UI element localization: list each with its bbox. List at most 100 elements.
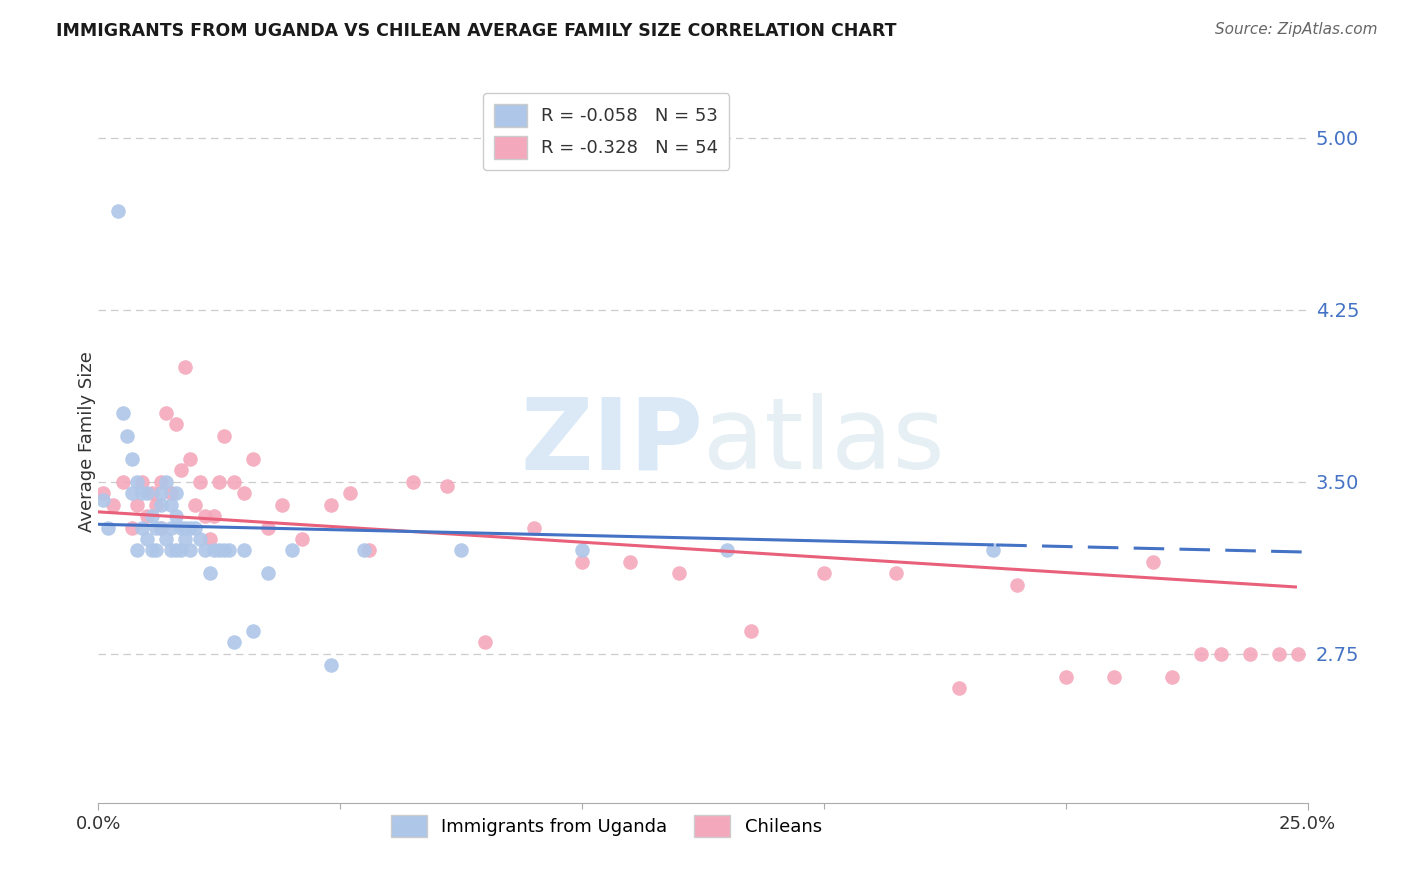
Point xyxy=(169,463,191,477)
Point xyxy=(165,509,187,524)
Point xyxy=(523,520,546,534)
Point xyxy=(101,498,124,512)
Point xyxy=(165,543,187,558)
Point xyxy=(619,555,641,569)
Point xyxy=(716,543,738,558)
Point xyxy=(150,475,173,489)
Point xyxy=(571,543,593,558)
Point xyxy=(281,543,304,558)
Point xyxy=(141,486,163,500)
Point xyxy=(232,543,254,558)
Point xyxy=(91,486,114,500)
Y-axis label: Average Family Size: Average Family Size xyxy=(79,351,96,532)
Point xyxy=(150,486,173,500)
Point xyxy=(135,509,157,524)
Point xyxy=(174,520,197,534)
Point xyxy=(1239,647,1261,661)
Point xyxy=(141,509,163,524)
Point xyxy=(319,658,342,673)
Point xyxy=(948,681,970,695)
Point xyxy=(111,406,134,420)
Point xyxy=(204,543,226,558)
Point xyxy=(131,475,153,489)
Text: IMMIGRANTS FROM UGANDA VS CHILEAN AVERAGE FAMILY SIZE CORRELATION CHART: IMMIGRANTS FROM UGANDA VS CHILEAN AVERAG… xyxy=(56,22,897,40)
Point xyxy=(194,543,217,558)
Point xyxy=(135,532,157,546)
Point xyxy=(319,498,342,512)
Point xyxy=(141,543,163,558)
Legend: Immigrants from Uganda, Chileans: Immigrants from Uganda, Chileans xyxy=(384,808,830,845)
Point xyxy=(256,566,278,581)
Text: atlas: atlas xyxy=(703,393,945,490)
Point xyxy=(179,543,201,558)
Point xyxy=(121,451,143,466)
Point xyxy=(886,566,908,581)
Point xyxy=(359,543,381,558)
Point xyxy=(232,486,254,500)
Point xyxy=(242,451,264,466)
Point xyxy=(160,543,183,558)
Point xyxy=(121,486,143,500)
Point xyxy=(198,566,221,581)
Point xyxy=(1007,578,1029,592)
Point xyxy=(1286,647,1309,661)
Text: Source: ZipAtlas.com: Source: ZipAtlas.com xyxy=(1215,22,1378,37)
Point xyxy=(179,520,201,534)
Point xyxy=(160,520,183,534)
Point xyxy=(222,475,245,489)
Point xyxy=(1209,647,1232,661)
Point xyxy=(145,498,167,512)
Point xyxy=(145,520,167,534)
Point xyxy=(127,498,149,512)
Point xyxy=(353,543,375,558)
Point xyxy=(1142,555,1164,569)
Point xyxy=(165,417,187,432)
Point xyxy=(135,486,157,500)
Point xyxy=(91,493,114,508)
Point xyxy=(127,543,149,558)
Point xyxy=(188,475,211,489)
Point xyxy=(155,532,177,546)
Point xyxy=(184,520,207,534)
Point xyxy=(160,486,183,500)
Point xyxy=(1102,670,1125,684)
Point xyxy=(668,566,690,581)
Point xyxy=(188,532,211,546)
Point xyxy=(436,479,458,493)
Point xyxy=(198,532,221,546)
Point xyxy=(450,543,472,558)
Point xyxy=(474,635,496,649)
Point xyxy=(150,498,173,512)
Point xyxy=(212,429,235,443)
Point xyxy=(218,543,240,558)
Point xyxy=(107,204,129,219)
Point xyxy=(127,475,149,489)
Point xyxy=(740,624,762,638)
Point xyxy=(339,486,361,500)
Point xyxy=(1161,670,1184,684)
Point xyxy=(1054,670,1077,684)
Point xyxy=(150,520,173,534)
Point xyxy=(194,509,217,524)
Point xyxy=(256,520,278,534)
Point xyxy=(174,532,197,546)
Point xyxy=(813,566,835,581)
Point xyxy=(165,486,187,500)
Point xyxy=(1267,647,1289,661)
Point xyxy=(131,520,153,534)
Point xyxy=(981,543,1004,558)
Point xyxy=(179,451,201,466)
Point xyxy=(571,555,593,569)
Point xyxy=(131,486,153,500)
Point xyxy=(402,475,425,489)
Point xyxy=(155,406,177,420)
Point xyxy=(169,543,191,558)
Point xyxy=(97,520,120,534)
Point xyxy=(242,624,264,638)
Point xyxy=(160,498,183,512)
Point xyxy=(174,359,197,374)
Text: ZIP: ZIP xyxy=(520,393,703,490)
Point xyxy=(111,475,134,489)
Point xyxy=(208,543,231,558)
Point xyxy=(204,509,226,524)
